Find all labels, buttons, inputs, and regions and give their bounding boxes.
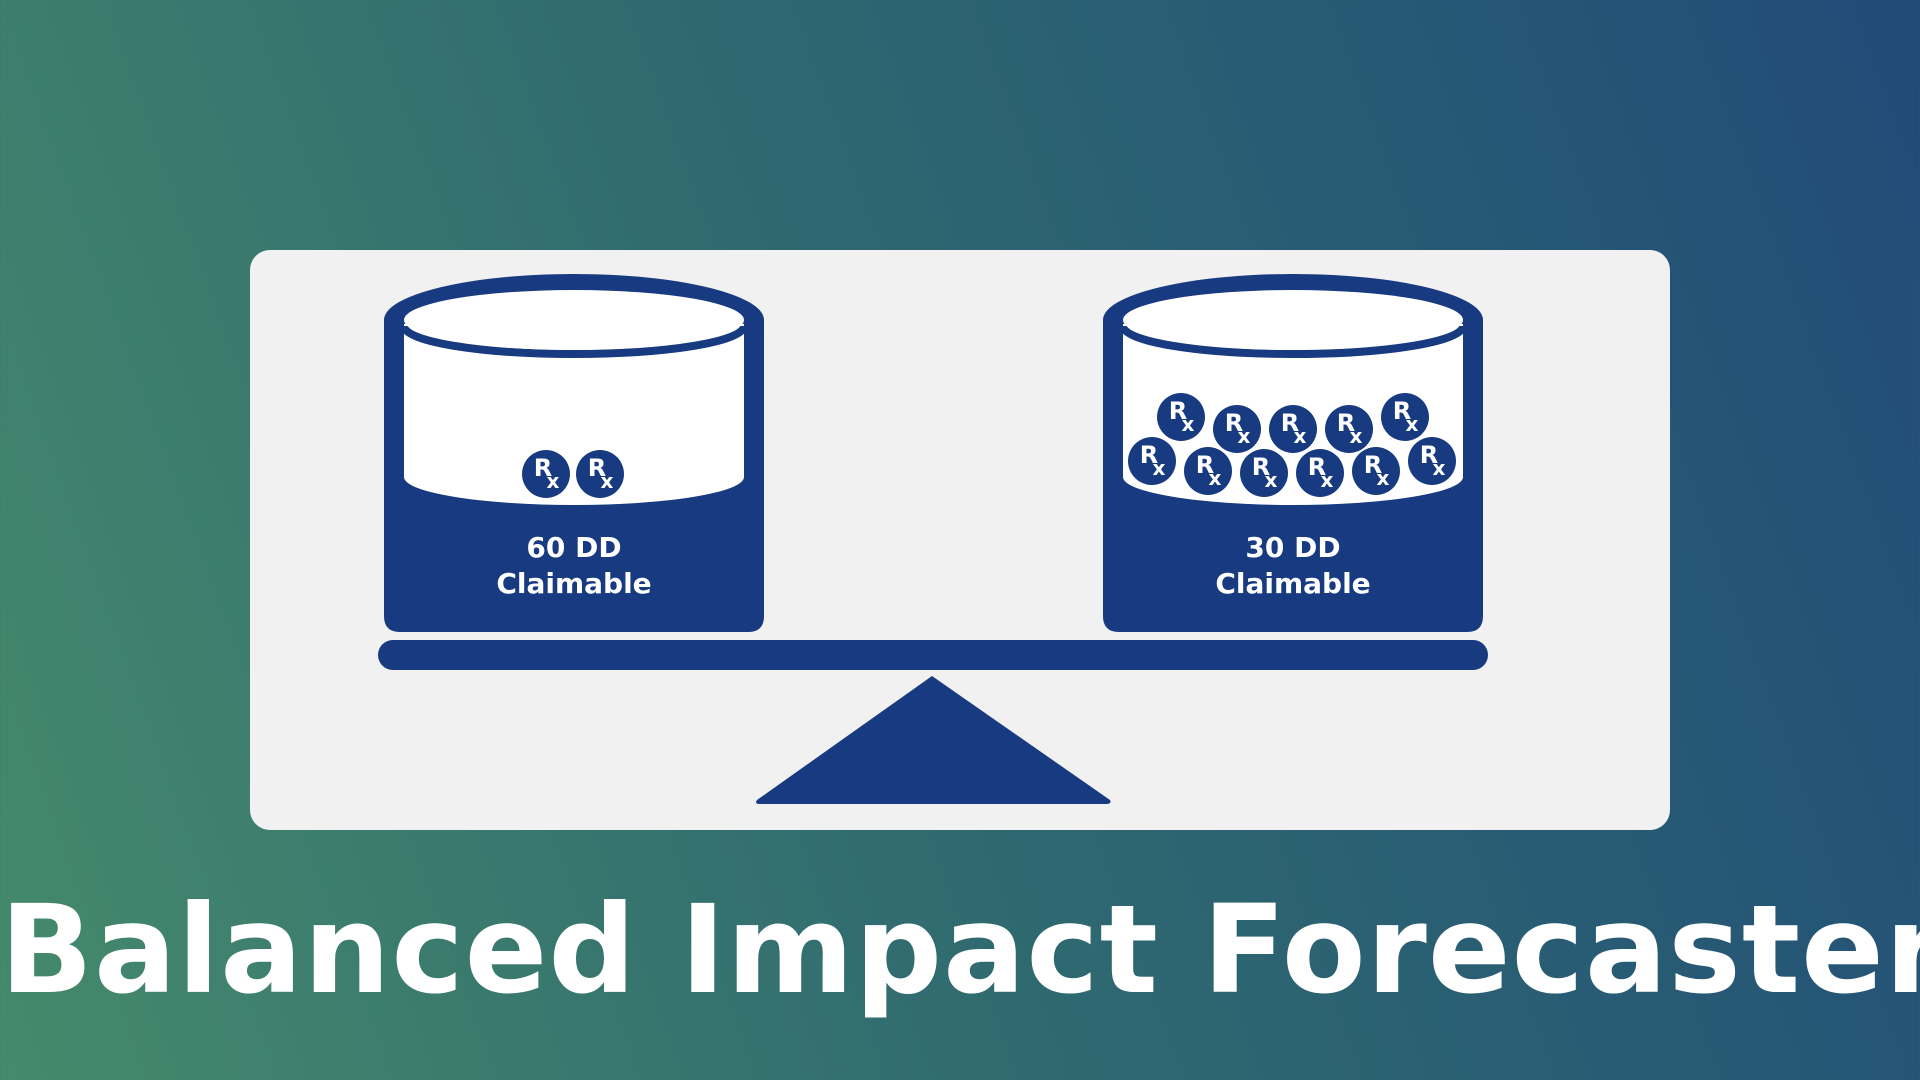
left-container: 60 DD Claimable bbox=[384, 274, 764, 632]
rx-pill-icon bbox=[1296, 449, 1344, 497]
rx-pill-icon bbox=[522, 450, 570, 498]
left-container-interior bbox=[404, 324, 744, 505]
rx-pill-icon bbox=[1128, 437, 1176, 485]
scale-fulcrum bbox=[756, 676, 1111, 804]
rx-pill-icon bbox=[1240, 449, 1288, 497]
rx-pill-icon bbox=[576, 450, 624, 498]
rx-pill-icon bbox=[1408, 437, 1456, 485]
right-container-label-line2: Claimable bbox=[1215, 567, 1370, 600]
left-container-label-line1: 60 DD bbox=[526, 531, 621, 564]
scale-beam bbox=[378, 640, 1488, 670]
right-container-label-line1: 30 DD bbox=[1245, 531, 1340, 564]
right-container-opening bbox=[1123, 290, 1463, 350]
left-container-opening bbox=[404, 290, 744, 350]
right-container: 30 DD Claimable bbox=[1103, 274, 1483, 632]
rx-pill-icon bbox=[1352, 447, 1400, 495]
rx-pill-icon bbox=[1184, 447, 1232, 495]
page-title: Balanced Impact Forecaster bbox=[0, 879, 1920, 1021]
left-container-label-line2: Claimable bbox=[496, 567, 651, 600]
rx-pill-icon bbox=[1213, 405, 1261, 453]
rx-pill-icon bbox=[1381, 393, 1429, 441]
rx-pill-icon bbox=[1157, 393, 1205, 441]
rx-pill-icon bbox=[1269, 405, 1317, 453]
rx-pill-icon bbox=[1325, 405, 1373, 453]
